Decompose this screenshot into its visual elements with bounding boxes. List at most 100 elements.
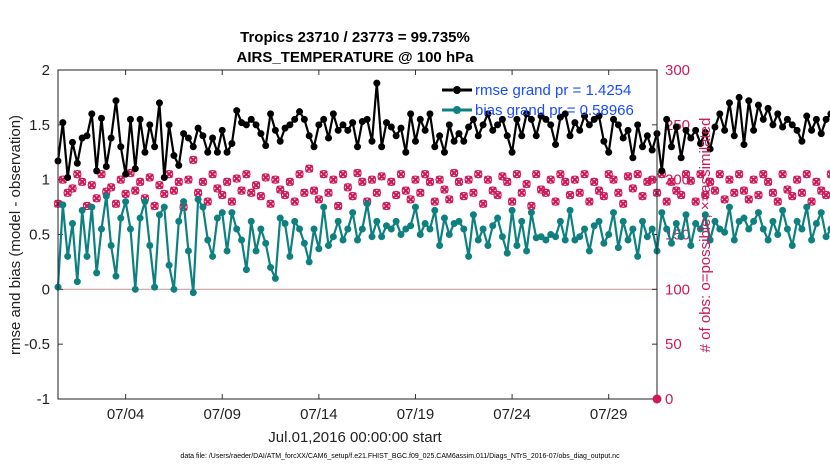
obs-possible-marker	[420, 169, 430, 179]
bias-point	[455, 217, 463, 225]
rmse-point	[247, 115, 255, 123]
obs-possible-marker	[773, 197, 782, 206]
obs-possible-marker	[92, 194, 101, 203]
bias-point	[257, 225, 265, 233]
bias-point	[83, 252, 91, 260]
bias-point	[687, 241, 695, 249]
rmse-point	[754, 101, 762, 109]
obs-assimilated-marker	[92, 194, 101, 203]
bias-point	[305, 258, 313, 266]
obs-assimilated-marker	[628, 184, 637, 193]
obs-assimilated-marker	[662, 197, 671, 206]
bias-point	[97, 225, 105, 233]
obs-possible-marker	[271, 175, 280, 184]
obs-assimilated-marker	[392, 190, 401, 200]
obs-possible-marker	[725, 175, 734, 184]
bias-point	[677, 233, 685, 241]
obs-possible-marker	[739, 186, 749, 195]
bias-point	[585, 247, 593, 255]
plot-frame	[57, 69, 658, 400]
rmse-point	[624, 126, 632, 134]
obs-possible-marker	[797, 188, 807, 198]
bias-point	[503, 249, 511, 257]
rmse-point	[508, 148, 516, 156]
obs-possible-marker	[97, 169, 106, 179]
obs-possible-marker	[503, 177, 512, 187]
obs-assimilated-marker	[271, 175, 280, 184]
obs-possible-marker	[788, 191, 797, 201]
rmse-point	[136, 115, 144, 123]
rmse-point	[242, 121, 250, 129]
bias-point	[387, 225, 395, 233]
obs-possible-marker	[512, 169, 522, 179]
obs-assimilated-marker	[367, 175, 377, 184]
obs-assimilated-marker	[812, 177, 821, 186]
obs-possible-marker	[686, 176, 696, 185]
obs-assimilated-marker	[735, 170, 744, 179]
bias-point	[721, 228, 729, 236]
bias-point	[194, 195, 202, 203]
bias-point	[561, 236, 569, 244]
bias-point	[474, 236, 482, 244]
obs-possible-marker	[198, 177, 208, 187]
bias-point	[416, 231, 424, 238]
obs-assimilated-marker	[107, 183, 116, 192]
bias-point	[315, 245, 323, 253]
bias-point	[78, 206, 86, 214]
rmse-point	[614, 121, 622, 129]
bias-point	[759, 225, 767, 233]
obs-possible-marker	[160, 189, 169, 199]
rmse-point	[696, 139, 704, 147]
obs-possible-marker	[256, 191, 266, 201]
obs-possible-marker	[585, 197, 594, 206]
bias-point	[600, 239, 608, 247]
bias-point	[783, 225, 791, 233]
bias-point	[581, 225, 589, 233]
obs-assimilated-marker	[169, 186, 179, 195]
rmse-point	[639, 143, 647, 151]
obs-possible-marker	[609, 175, 618, 184]
bias-point	[339, 236, 347, 244]
bias-point	[155, 211, 163, 219]
rmse-point	[122, 170, 130, 178]
bias-point	[368, 233, 376, 241]
bias-point	[228, 209, 236, 217]
bias-point	[692, 220, 700, 228]
y-right-tick-label: 0	[665, 391, 673, 408]
obs-assimilated-marker	[160, 189, 169, 199]
obs-possible-marker	[517, 188, 526, 198]
obs-possible-marker	[768, 188, 778, 198]
obs-assimilated-marker	[508, 197, 517, 206]
obs-possible-marker	[759, 169, 768, 179]
bias-point	[426, 225, 434, 233]
obs-assimilated-marker	[474, 170, 483, 179]
obs-possible-marker	[401, 186, 411, 195]
bias-point	[590, 222, 598, 230]
rmse-point	[151, 143, 159, 151]
obs-possible-marker	[367, 175, 377, 184]
rmse-point	[93, 167, 101, 175]
rmse-point	[489, 126, 497, 134]
bias-point	[160, 203, 168, 211]
obs-possible-marker	[715, 169, 724, 179]
obs-possible-marker	[295, 169, 304, 179]
obs-possible-marker	[802, 169, 811, 179]
rmse-point	[117, 143, 125, 151]
rmse-point	[296, 108, 304, 116]
x-tick-label: 07/29	[590, 406, 628, 423]
obs-assimilated-marker	[440, 185, 449, 194]
rmse-point	[759, 115, 767, 123]
obs-assimilated-marker	[242, 170, 251, 179]
obs-assimilated-marker	[483, 175, 493, 184]
rmse-point	[721, 126, 729, 134]
obs-assimilated-marker	[295, 170, 304, 179]
obs-possible-marker	[440, 185, 449, 194]
bias-point	[209, 252, 217, 260]
bias-point	[175, 217, 183, 225]
obs-assimilated-marker	[338, 170, 348, 179]
rmse-point	[600, 137, 608, 145]
rmse-point	[310, 143, 318, 151]
bias-point	[300, 239, 308, 247]
bias-point	[735, 217, 743, 225]
obs-possible-marker	[329, 175, 338, 184]
